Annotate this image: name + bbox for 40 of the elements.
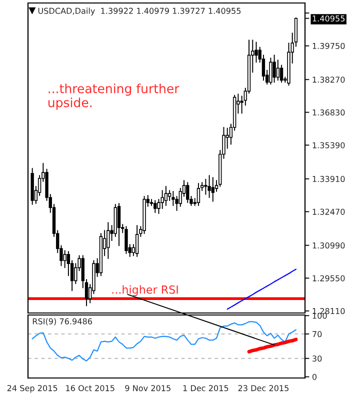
- candlestick: [154, 200, 157, 214]
- candlestick: [124, 226, 128, 254]
- line-series: [226, 268, 297, 310]
- candlestick: [269, 58, 272, 85]
- y-tick-label: 30: [312, 356, 322, 362]
- y-tick-label: 1.40955: [312, 15, 345, 22]
- line-series: [247, 338, 298, 354]
- x-tick-label: 16 Oct 2015: [66, 385, 114, 392]
- x-tick-label: 23 Dec 2015: [238, 385, 288, 392]
- candlestick: [164, 186, 168, 206]
- y-tick-label: 1.36830: [312, 109, 345, 116]
- candlestick: [208, 174, 211, 198]
- x-tick-label: 9 Nov 2015: [125, 385, 170, 392]
- x-tick-label: 1 Dec 2015: [183, 385, 228, 392]
- annotation: ...higher RSI: [112, 285, 178, 296]
- y-tick-label: 1.30990: [312, 242, 345, 249]
- chart-title: RSI(9) 76.9486: [32, 318, 92, 326]
- candlestick: [117, 202, 121, 246]
- candlestick: [106, 222, 110, 260]
- candlestick: [63, 250, 66, 268]
- y-tick-label: 0: [312, 374, 317, 380]
- y-tick-label: 1.28110: [312, 308, 345, 314]
- y-tick-label: 1.33910: [312, 176, 345, 182]
- candlestick: [160, 190, 164, 209]
- text: USDCAD,Daily 1.39922 1.40979 1.39727 1.40955: [38, 8, 241, 16]
- y-tick-label: 1.29550: [312, 275, 345, 282]
- candlestick: [186, 182, 190, 204]
- candlestick: [196, 182, 200, 206]
- y-tick-label: 70: [312, 331, 322, 338]
- y-tick-label: 1.35390: [312, 142, 345, 148]
- candlestick: [204, 178, 208, 195]
- candlestick: [135, 225, 139, 257]
- y-tick-label: 1.32470: [312, 208, 345, 215]
- candlestick: [272, 54, 276, 83]
- candlestick: [276, 60, 280, 81]
- y-tick-label: 1.39750: [312, 42, 345, 49]
- x-tick-label: 24 Sep 2015: [7, 385, 58, 393]
- annotation: ...threatening further upside.: [48, 84, 180, 110]
- y-tick-label: 1.38270: [312, 76, 345, 83]
- candlestick: [211, 176, 214, 202]
